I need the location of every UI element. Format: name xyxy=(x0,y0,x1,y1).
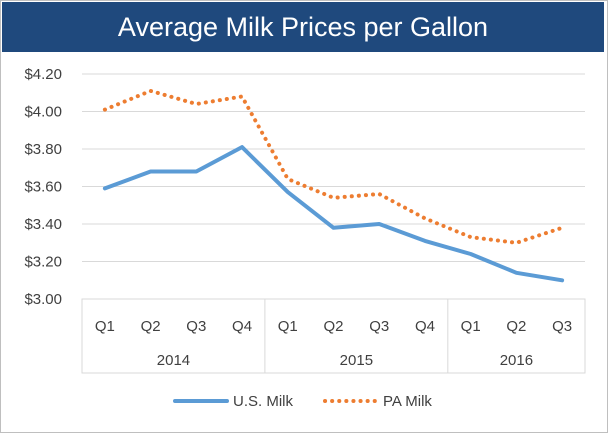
series-line-u-s-milk xyxy=(102,145,565,283)
y-tick-label: $3.40 xyxy=(24,216,62,233)
x-group-label: 2016 xyxy=(500,352,533,369)
x-group-label: 2015 xyxy=(340,352,373,369)
x-tick-label: Q1 xyxy=(461,318,481,335)
y-tick-label: $3.00 xyxy=(24,291,62,308)
category-axis-box xyxy=(81,298,586,374)
x-tick-label: Q4 xyxy=(232,318,252,335)
legend-label: U.S. Milk xyxy=(233,393,294,410)
y-tick-label: $3.20 xyxy=(24,254,62,271)
y-tick-label: $4.00 xyxy=(24,104,62,121)
series-lines xyxy=(102,88,565,283)
gridlines xyxy=(82,73,585,300)
x-tick-label: Q2 xyxy=(323,318,343,335)
y-tick-label: $4.20 xyxy=(24,66,62,83)
axes: $3.00 $3.20 $3.40 $3.60 $3.80 $4.00 $4.20 2014 2… xyxy=(24,66,586,374)
y-tick-label: $3.60 xyxy=(24,179,62,196)
x-tick-label: Q1 xyxy=(278,318,298,335)
x-tick-label: Q3 xyxy=(369,318,389,335)
x-tick-label: Q2 xyxy=(506,318,526,335)
x-tick-label: Q3 xyxy=(186,318,206,335)
chart-title: Average Milk Prices per Gallon xyxy=(2,2,604,52)
legend: U.S. Milk PA Milk xyxy=(173,393,432,410)
x-tick-label: Q1 xyxy=(95,318,115,335)
x-tick-label: Q2 xyxy=(141,318,161,335)
series-line-pa-milk xyxy=(102,88,565,245)
x-tick-label: Q3 xyxy=(552,318,572,335)
x-tick-label: Q4 xyxy=(415,318,435,335)
x-group-label: 2014 xyxy=(157,352,190,369)
legend-label: PA Milk xyxy=(383,393,432,410)
y-tick-label: $3.80 xyxy=(24,141,62,158)
